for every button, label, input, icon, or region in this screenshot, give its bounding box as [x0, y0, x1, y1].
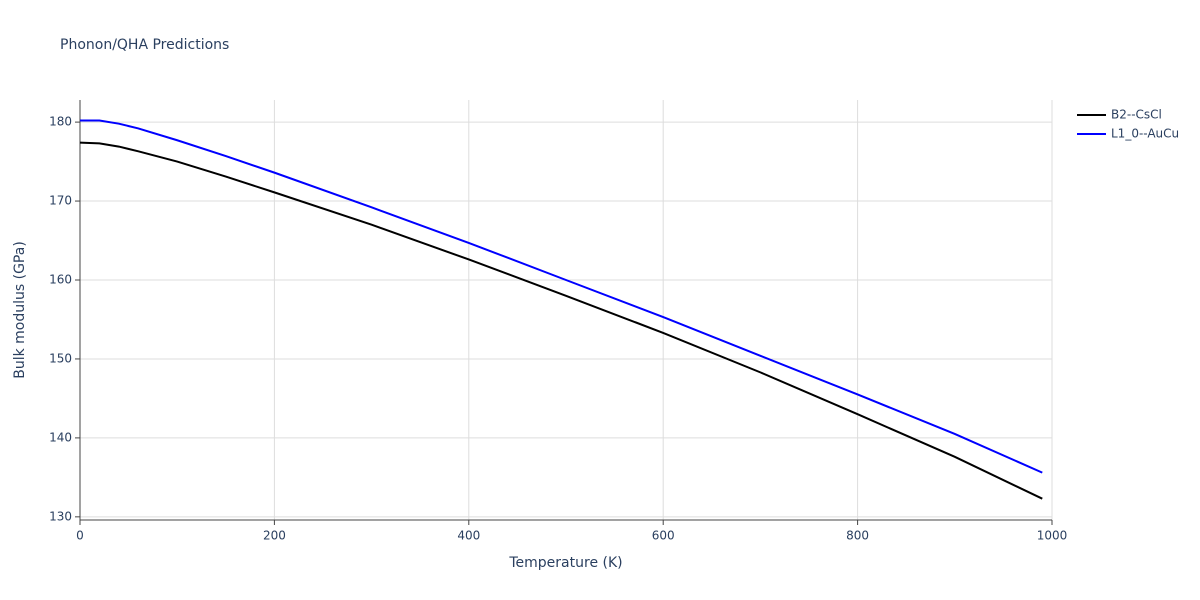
x-axis-label: Temperature (K) [508, 555, 622, 571]
y-axis-label: Bulk modulus (GPa) [12, 241, 28, 379]
y-tick-label: 140 [49, 430, 72, 444]
x-tick-label: 200 [263, 529, 286, 543]
y-tick-label: 160 [49, 273, 72, 287]
legend-label: B2--CsCl [1111, 108, 1162, 122]
y-tick-label: 170 [49, 194, 72, 208]
x-tick-label: 600 [652, 529, 675, 543]
series-line [79, 141, 1043, 500]
x-tick-label: 1000 [1037, 529, 1068, 543]
y-tick-label: 180 [49, 115, 72, 129]
y-tick-label: 150 [49, 351, 72, 365]
y-tick-label: 130 [49, 509, 72, 523]
chart-title: Phonon/QHA Predictions [60, 37, 229, 53]
x-tick-label: 400 [457, 529, 480, 543]
x-tick-label: 0 [76, 529, 84, 543]
legend-label: L1_0--AuCu [1111, 127, 1179, 141]
series-line [80, 119, 1043, 474]
x-tick-label: 800 [846, 529, 869, 543]
